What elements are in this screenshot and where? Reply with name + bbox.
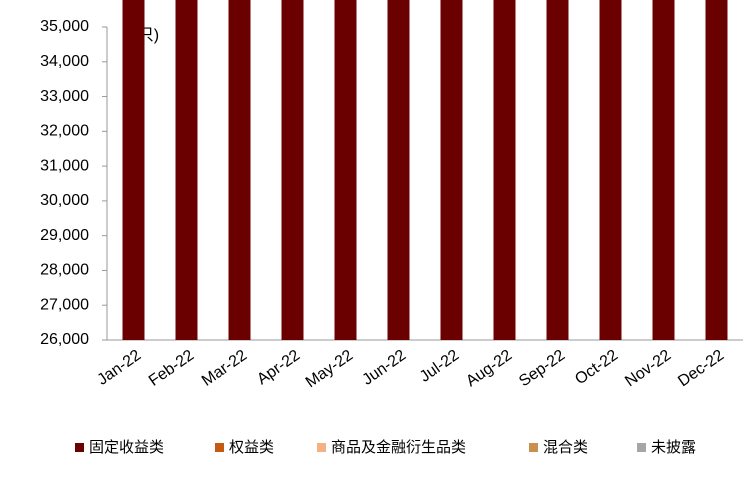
y-tick-label: 34,000 — [40, 53, 89, 70]
bar-segment — [546, 0, 569, 341]
legend-swatch — [215, 443, 224, 452]
x-tick-label: Feb-22 — [146, 347, 197, 390]
legend-swatch — [637, 443, 646, 452]
x-tick-label: Jul-22 — [417, 347, 463, 386]
bar-segment — [387, 0, 410, 340]
x-tick-label: Aug-22 — [463, 347, 515, 391]
legend-label: 固定收益类 — [89, 439, 164, 456]
x-tick-label: Jan-22 — [94, 347, 144, 389]
legend-label: 混合类 — [543, 439, 588, 456]
legend-swatch — [75, 443, 84, 452]
x-tick-label: Dec-22 — [675, 347, 727, 391]
x-tick-label: Oct-22 — [572, 347, 621, 389]
bar-segment — [334, 0, 357, 340]
y-tick-label: 31,000 — [40, 157, 89, 174]
bar-segment — [440, 0, 463, 341]
legend-label: 权益类 — [229, 439, 274, 456]
y-tick-label: 29,000 — [40, 227, 89, 244]
x-tick-label: Sep-22 — [516, 347, 568, 391]
bar-segment — [281, 0, 304, 340]
x-tick-label: May-22 — [303, 347, 357, 392]
x-tick-label: Mar-22 — [199, 347, 250, 390]
y-tick-label: 26,000 — [40, 331, 89, 348]
x-tick-label: Jun-22 — [359, 347, 409, 389]
bar-segment — [493, 0, 516, 341]
x-tick-label: Apr-22 — [254, 347, 303, 389]
y-tick-label: 27,000 — [40, 296, 89, 313]
legend-swatch — [529, 443, 538, 452]
y-tick-label: 32,000 — [40, 123, 89, 140]
y-tick-label: 33,000 — [40, 88, 89, 105]
legend-label: 未披露 — [651, 439, 696, 456]
y-tick-label: 35,000 — [40, 18, 89, 35]
y-tick-label: 28,000 — [40, 262, 89, 279]
y-tick-label: 30,000 — [40, 192, 89, 209]
legend-swatch — [317, 443, 326, 452]
bar-segment — [122, 0, 145, 340]
legend-label: 商品及金融衍生品类 — [331, 439, 466, 456]
bar-segment — [599, 0, 622, 340]
x-tick-label: Nov-22 — [622, 347, 674, 391]
bar-segment — [705, 0, 728, 340]
bar-segment — [228, 0, 251, 340]
bar-segment — [175, 0, 198, 340]
bar-segment — [652, 0, 675, 340]
legend: 固定收益类 权益类 商品及金融衍生品类 混合类 未披露 — [75, 439, 696, 456]
